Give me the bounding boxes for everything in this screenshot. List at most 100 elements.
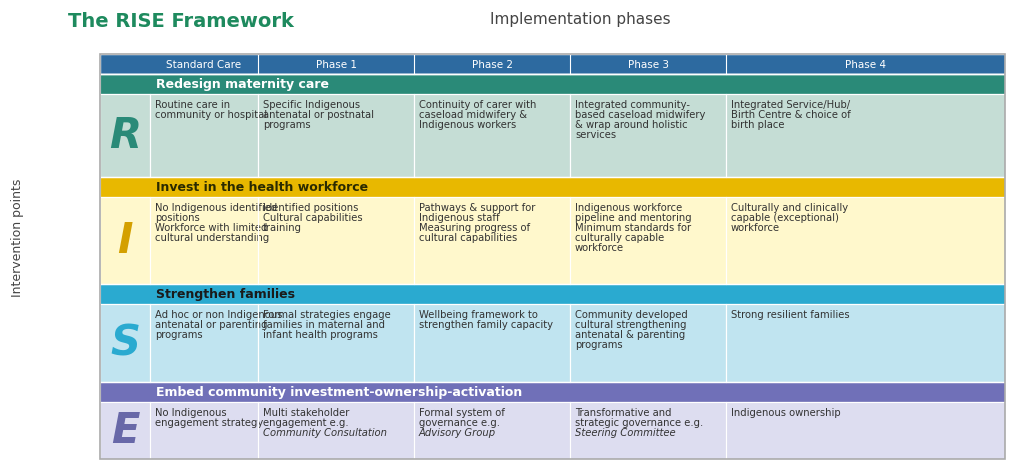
Text: Measuring progress of: Measuring progress of [419, 223, 530, 232]
Text: engagement e.g.: engagement e.g. [263, 417, 348, 427]
Text: community or hospital: community or hospital [155, 110, 267, 120]
Text: training: training [263, 223, 302, 232]
Bar [150, 304, 258, 382]
Bar [100, 198, 150, 284]
Text: Phase 1: Phase 1 [315, 60, 356, 70]
Text: Strong resilient families: Strong resilient families [731, 309, 850, 319]
Bar [150, 402, 258, 459]
Text: R: R [109, 115, 141, 157]
Text: Integrated community-: Integrated community- [575, 100, 690, 110]
Bar [100, 382, 1005, 402]
Text: Strengthen families: Strengthen families [156, 288, 295, 300]
Text: birth place: birth place [731, 120, 784, 130]
Text: Community developed: Community developed [575, 309, 688, 319]
Text: Formal strategies engage: Formal strategies engage [263, 309, 391, 319]
Text: Multi stakeholder: Multi stakeholder [263, 407, 349, 417]
Text: engagement strategy: engagement strategy [155, 417, 263, 427]
Text: S: S [110, 322, 140, 364]
Text: strategic governance e.g.: strategic governance e.g. [575, 417, 703, 427]
Bar [570, 304, 726, 382]
Text: Continuity of carer with: Continuity of carer with [419, 100, 537, 110]
Bar [258, 198, 414, 284]
Text: Ad hoc or non Indigenous: Ad hoc or non Indigenous [155, 309, 283, 319]
Text: cultural understanding: cultural understanding [155, 232, 269, 242]
Text: programs: programs [263, 120, 310, 130]
Text: workforce: workforce [575, 242, 624, 252]
Bar [570, 402, 726, 459]
Text: Formal system of: Formal system of [419, 407, 505, 417]
Text: cultural capabilities: cultural capabilities [419, 232, 517, 242]
Bar [150, 198, 258, 284]
Bar [726, 304, 1005, 382]
Text: Phase 2: Phase 2 [471, 60, 512, 70]
Text: Integrated Service/Hub/: Integrated Service/Hub/ [731, 100, 850, 110]
Text: Identified positions: Identified positions [263, 203, 358, 213]
Bar [570, 95, 726, 178]
Text: capable (exceptional): capable (exceptional) [731, 213, 839, 223]
Text: Standard Care: Standard Care [167, 60, 242, 70]
Bar [100, 178, 1005, 198]
Text: workforce: workforce [731, 223, 780, 232]
Text: Birth Centre & choice of: Birth Centre & choice of [731, 110, 851, 120]
Text: families in maternal and: families in maternal and [263, 319, 385, 329]
Text: caseload midwifery &: caseload midwifery & [419, 110, 527, 120]
Text: infant health programs: infant health programs [263, 329, 378, 339]
Text: antenatal & parenting: antenatal & parenting [575, 329, 685, 339]
Text: positions: positions [155, 213, 200, 223]
Text: Workforce with limited: Workforce with limited [155, 223, 267, 232]
Bar [258, 402, 414, 459]
Text: No Indigenous: No Indigenous [155, 407, 226, 417]
Text: governance e.g.: governance e.g. [419, 417, 500, 427]
Text: Phase 3: Phase 3 [628, 60, 669, 70]
Text: Culturally and clinically: Culturally and clinically [731, 203, 848, 213]
Bar [414, 402, 570, 459]
Text: based caseload midwifery: based caseload midwifery [575, 110, 706, 120]
Text: cultural strengthening: cultural strengthening [575, 319, 686, 329]
Bar [414, 95, 570, 178]
Text: Cultural capabilities: Cultural capabilities [263, 213, 362, 223]
Bar [570, 198, 726, 284]
Text: Pathways & support for: Pathways & support for [419, 203, 536, 213]
Bar [150, 95, 258, 178]
Text: Minimum standards for: Minimum standards for [575, 223, 691, 232]
Bar [726, 402, 1005, 459]
Text: Advisory Group: Advisory Group [419, 427, 496, 437]
Bar [100, 95, 150, 178]
Text: I: I [118, 220, 133, 262]
Text: Implementation phases: Implementation phases [489, 12, 671, 27]
Text: The RISE Framework: The RISE Framework [68, 12, 294, 31]
Bar [258, 95, 414, 178]
Text: antenatal or parenting: antenatal or parenting [155, 319, 267, 329]
Bar [100, 402, 150, 459]
Bar [100, 55, 1005, 459]
Text: E: E [111, 410, 139, 452]
Text: Indigenous workers: Indigenous workers [419, 120, 516, 130]
Text: programs: programs [575, 339, 623, 349]
Text: Routine care in: Routine care in [155, 100, 230, 110]
Text: & wrap around holistic: & wrap around holistic [575, 120, 688, 130]
Text: Transformative and: Transformative and [575, 407, 672, 417]
Bar [726, 95, 1005, 178]
Text: Specific Indigenous: Specific Indigenous [263, 100, 360, 110]
Text: Redesign maternity care: Redesign maternity care [156, 78, 329, 91]
Text: Intervention points: Intervention points [11, 178, 25, 297]
Bar [258, 304, 414, 382]
Text: Wellbeing framework to: Wellbeing framework to [419, 309, 538, 319]
Text: pipeline and mentoring: pipeline and mentoring [575, 213, 691, 223]
Text: Invest in the health workforce: Invest in the health workforce [156, 180, 368, 194]
Bar [100, 304, 150, 382]
Text: culturally capable: culturally capable [575, 232, 665, 242]
Text: strengthen family capacity: strengthen family capacity [419, 319, 553, 329]
Bar [100, 284, 1005, 304]
Text: Indigenous workforce: Indigenous workforce [575, 203, 682, 213]
Text: Steering Committee: Steering Committee [575, 427, 676, 437]
Text: Indigenous ownership: Indigenous ownership [731, 407, 841, 417]
Bar [414, 198, 570, 284]
Text: Embed community investment-ownership-activation: Embed community investment-ownership-act… [156, 385, 522, 398]
Text: Phase 4: Phase 4 [845, 60, 886, 70]
Text: Community Consultation: Community Consultation [263, 427, 387, 437]
Text: Indigenous staff: Indigenous staff [419, 213, 500, 223]
Bar [726, 198, 1005, 284]
Text: No Indigenous identified: No Indigenous identified [155, 203, 278, 213]
Text: programs: programs [155, 329, 203, 339]
